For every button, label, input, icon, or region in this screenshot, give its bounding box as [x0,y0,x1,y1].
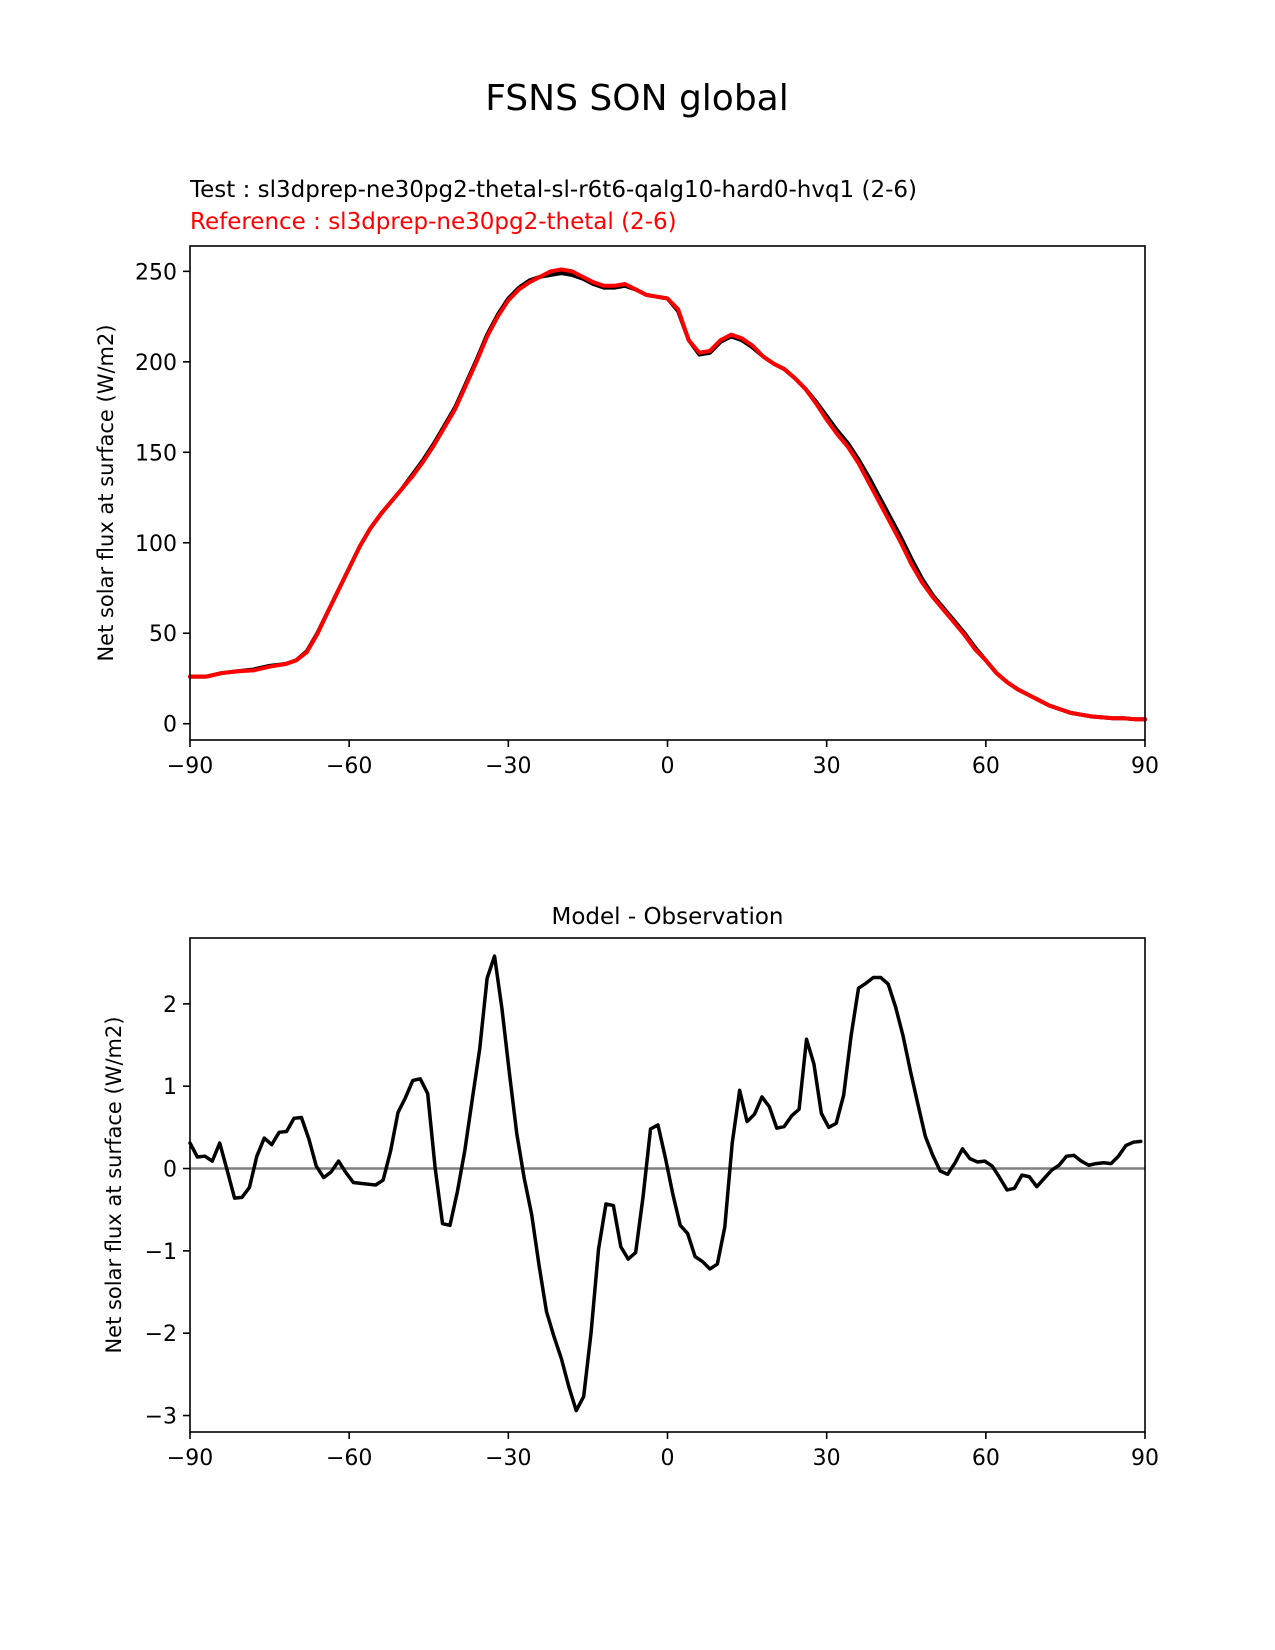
test-label: Test : sl3dprep-ne30pg2-thetal-sl-r6t6-q… [189,177,917,203]
y-axis-label: Net solar flux at surface (W/m2) [102,1016,126,1353]
x-tick-label: 30 [813,1446,841,1471]
x-tick-label: −30 [485,754,531,779]
y-tick-label: 1 [163,1075,177,1100]
y-tick-label: 250 [135,260,177,285]
y-tick-label: 200 [135,351,177,376]
y-tick-label: −3 [145,1405,177,1430]
y-tick-label: 0 [163,713,177,738]
x-tick-label: 60 [972,1446,1000,1471]
x-tick-label: 90 [1131,1446,1159,1471]
y-tick-label: 2 [163,993,177,1018]
x-tick-label: −30 [485,1446,531,1471]
series-line-difference [188,954,1143,1413]
y-tick-label: −2 [145,1322,177,1347]
y-tick-label: 0 [163,1158,177,1183]
figure-title: FSNS SON global [485,78,789,119]
y-tick-label: 150 [135,441,177,466]
x-tick-label: −60 [326,1446,372,1471]
reference-label: Reference : sl3dprep-ne30pg2-thetal (2-6… [190,209,677,235]
x-tick-label: −90 [167,1446,213,1471]
y-tick-label: 100 [135,532,177,557]
y-axis-label: Net solar flux at surface (W/m2) [94,324,118,661]
x-tick-label: 60 [972,754,1000,779]
x-tick-label: 90 [1131,754,1159,779]
x-tick-label: 0 [661,754,675,779]
x-tick-label: 30 [813,754,841,779]
x-tick-label: −90 [167,754,213,779]
x-tick-label: 0 [661,1446,675,1471]
y-tick-label: 50 [149,622,177,647]
subplot-title: Model - Observation [551,904,783,930]
series-line-reference [188,267,1147,722]
x-tick-label: −60 [326,754,372,779]
bottom-plot: Model - Observation −90 −60 −30 0 30 60 90 −3 −2 −… [102,904,1159,1471]
top-plot: −90 −60 −30 0 30 60 90 0 50 100 150 200 250 Net solar… [94,245,1159,779]
y-tick-label: −1 [145,1240,177,1265]
